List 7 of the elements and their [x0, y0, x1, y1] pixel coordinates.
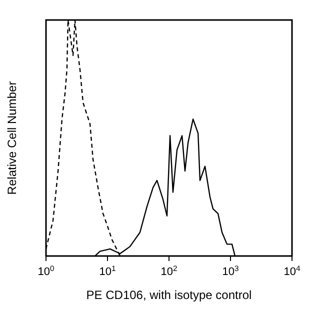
x-tick-label: 10$^{0}$ [38, 264, 54, 278]
x-axis-title: PE CD106, with isotype control [86, 288, 252, 302]
y-axis-title: Relative Cell Number [5, 81, 19, 195]
x-tick-label: 10$^{1}$ [99, 264, 116, 278]
x-tick-label: 10$^{2}$ [160, 264, 178, 278]
x-tick-label: 10$^{4}$ [284, 264, 301, 278]
x-tick-label: 10$^{3}$ [222, 264, 239, 278]
